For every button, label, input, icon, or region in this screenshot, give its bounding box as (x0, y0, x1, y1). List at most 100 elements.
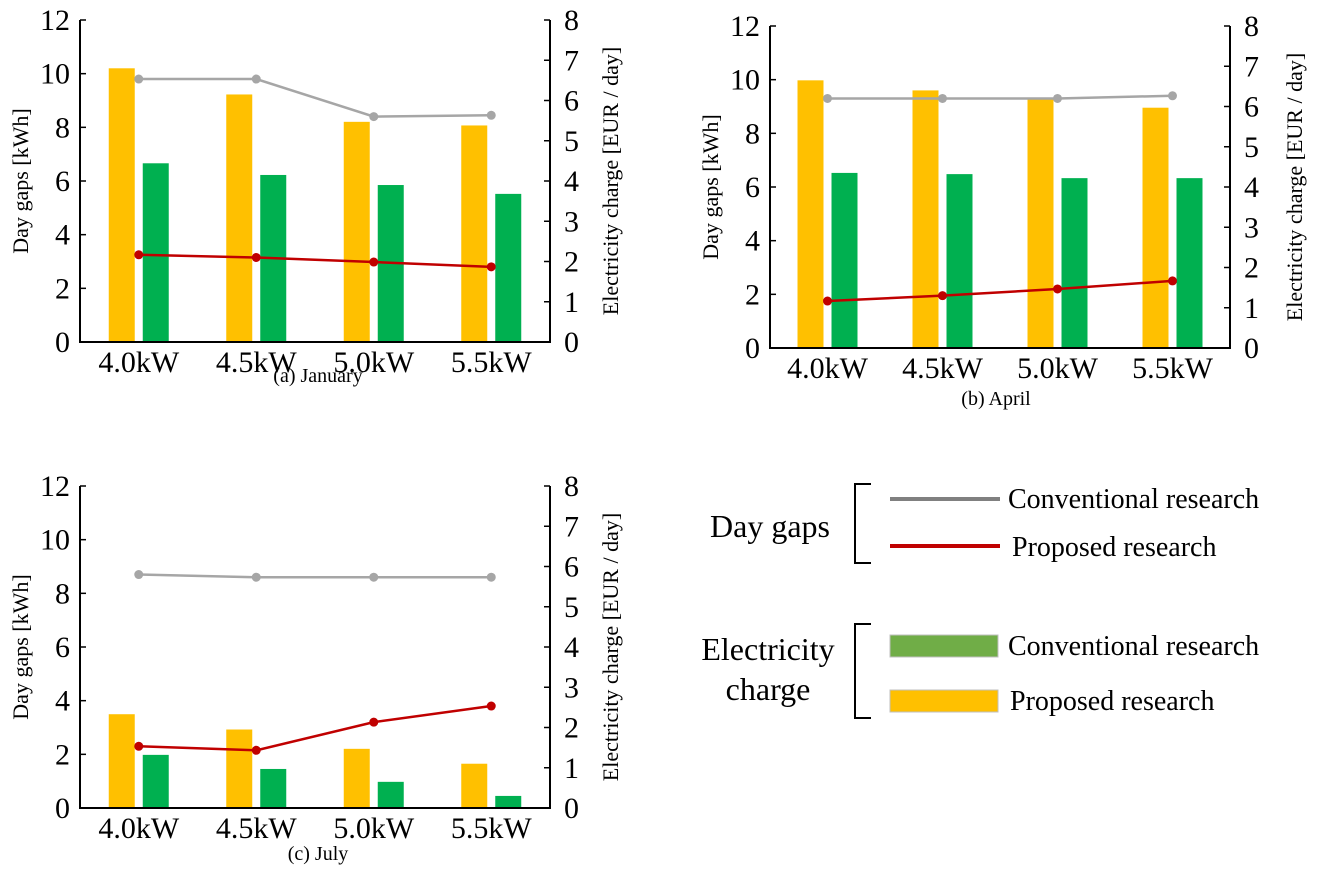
y2-tick-label: 4 (564, 631, 579, 664)
line-proposed-marker (251, 252, 261, 262)
y-tick-label: 12 (40, 4, 70, 37)
y-tick-label: 0 (55, 326, 70, 359)
x-tick-label: 5.0kW (333, 346, 415, 379)
bar-conventional (142, 754, 169, 808)
y-tick-label: 8 (55, 577, 70, 610)
line-conventional-marker (486, 110, 496, 120)
bar-proposed (108, 714, 135, 808)
y-tick-label: 6 (55, 165, 70, 198)
y2-tick-label: 2 (564, 246, 579, 279)
legend: Day gaps Conventional research Proposed … (701, 483, 1259, 719)
legend-item-conventional-bar: Conventional research (1008, 631, 1259, 662)
line-conventional-marker (369, 112, 379, 122)
x-tick-label: 5.5kW (451, 346, 533, 379)
line-proposed-marker (1053, 284, 1062, 294)
y2-tick-label: 8 (564, 470, 579, 503)
y-tick-label: 12 (40, 470, 70, 503)
bar-conventional (377, 781, 404, 808)
bar-proposed (226, 94, 253, 343)
legend-item-proposed-bar: Proposed research (1010, 686, 1214, 717)
bar-conventional (1061, 178, 1088, 348)
bar-conventional (495, 193, 522, 342)
y2-tick-label: 4 (1244, 171, 1259, 204)
line-conventional (827, 94, 1173, 100)
line-conventional-marker (134, 570, 144, 580)
bar-proposed (108, 68, 135, 343)
y2-tick-label: 5 (564, 591, 579, 624)
chart-caption: (a) January (273, 365, 362, 387)
line-proposed (138, 704, 492, 752)
y2-tick-label: 4 (564, 165, 579, 198)
y2-tick-label: 7 (1244, 50, 1259, 83)
y2-tick-label: 6 (564, 85, 579, 118)
y2-tick-label: 1 (564, 752, 579, 785)
x-tick-label: 4.5kW (902, 352, 984, 385)
legend-swatch-proposed-bar (889, 689, 999, 713)
x-tick-label: 4.0kW (787, 352, 869, 385)
y2-tick-label: 1 (564, 286, 579, 319)
line-conventional-marker (251, 572, 261, 582)
y-tick-label: 8 (55, 111, 70, 144)
bar-proposed (797, 80, 824, 349)
x-tick-label: 5.0kW (1017, 352, 1099, 385)
line-proposed-marker (1168, 276, 1177, 286)
y-axis-label: Day gaps [kWh] (698, 114, 723, 259)
line-conventional (138, 573, 492, 579)
line-conventional-marker (486, 572, 496, 582)
x-tick-label: 5.5kW (1132, 352, 1214, 385)
y-tick-label: 4 (55, 219, 70, 252)
line-conventional (138, 77, 492, 118)
legend-bracket-electricity (854, 623, 871, 719)
y2-tick-label: 0 (564, 326, 579, 359)
y-tick-label: 0 (55, 792, 70, 825)
chart-caption: (c) July (288, 843, 349, 865)
bar-proposed (226, 729, 253, 808)
y2-tick-label: 7 (564, 510, 579, 543)
y2-tick-label: 6 (564, 551, 579, 584)
line-conventional-marker (938, 93, 947, 103)
line-proposed-marker (938, 291, 947, 301)
line-proposed (138, 253, 492, 269)
x-tick-label: 4.0kW (98, 812, 180, 845)
bar-conventional (831, 172, 858, 348)
bar-proposed (343, 121, 370, 343)
bar-proposed (461, 763, 488, 808)
y2-tick-label: 0 (1244, 332, 1259, 365)
line-proposed-marker (823, 296, 832, 306)
y-tick-label: 10 (40, 58, 70, 91)
x-tick-label: 5.0kW (333, 812, 415, 845)
x-tick-label: 4.5kW (216, 346, 298, 379)
y-tick-label: 12 (730, 10, 760, 43)
legend-swatch-conventional-bar (889, 634, 999, 658)
legend-item-conventional-line: Conventional research (1008, 484, 1259, 515)
y2-tick-label: 6 (1244, 91, 1259, 124)
chart-caption: (b) April (961, 388, 1031, 410)
y2-tick-label: 5 (564, 125, 579, 158)
legend-item-proposed-line: Proposed research (1012, 532, 1216, 563)
line-proposed-marker (134, 250, 144, 260)
y-tick-label: 6 (745, 171, 760, 204)
line-proposed-marker (369, 257, 379, 267)
y-tick-label: 4 (745, 225, 760, 258)
y-tick-label: 6 (55, 631, 70, 664)
y2-tick-label: 0 (564, 792, 579, 825)
bar-proposed (461, 125, 488, 342)
y2-tick-label: 2 (564, 712, 579, 745)
bar-proposed (343, 748, 370, 808)
y-tick-label: 2 (55, 272, 70, 305)
bar-conventional (260, 768, 287, 808)
y2-axis-label: Electricity charge [EUR / day] (598, 513, 623, 781)
line-proposed (827, 279, 1173, 303)
bar-conventional (495, 795, 522, 808)
y2-tick-label: 5 (1244, 131, 1259, 164)
legend-group-day-gaps-label: Day gaps (710, 508, 830, 544)
bar-conventional (142, 163, 169, 342)
y2-tick-label: 1 (1244, 292, 1259, 325)
legend-group-electricity-label-line2: charge (726, 671, 811, 707)
x-tick-label: 4.5kW (216, 812, 298, 845)
y-axis-label: Day gaps [kWh] (8, 108, 33, 253)
line-proposed-marker (134, 741, 144, 751)
